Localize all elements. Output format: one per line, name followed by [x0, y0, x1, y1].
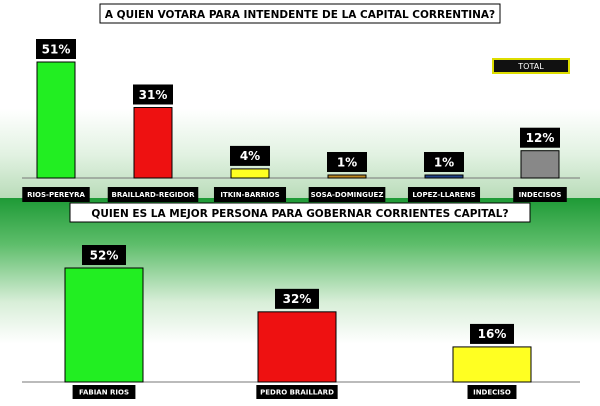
top-bar-rios-pereyra [36, 61, 76, 179]
bottom-chart-title: QUIEN ES LA MEJOR PERSONA PARA GOBERNAR … [91, 208, 508, 220]
top-chart-marks: 51% RIOS-PEREYRA 31% BRAILLARD-REGIDOR 4% ITK… [22, 39, 567, 202]
top-value-label-rios-pereyra: 51% [42, 42, 71, 56]
bottom-value-box-indeciso [470, 323, 514, 344]
bottom-category-label-pedro-braillard: PEDRO BRAILLARD [260, 389, 334, 397]
top-value-box-sosa-dominguez [327, 152, 367, 172]
legend-box [492, 58, 570, 74]
bottom-value-label-fabian-rios: 52% [90, 248, 119, 262]
top-category-box-sosa-dominguez [308, 187, 386, 202]
top-category-box-braillard-regidor [107, 187, 199, 202]
top-category-box-rios-pereyra [22, 187, 90, 202]
legend-label: TOTAL [517, 62, 544, 71]
top-value-box-rios-pereyra [36, 39, 76, 59]
bottom-category-box-indeciso [467, 385, 517, 399]
top-bar-sosa-dominguez [327, 174, 367, 179]
top-bar-braillard-regidor [133, 106, 173, 179]
top-category-box-lopez-llarens [407, 187, 481, 202]
top-value-box-braillard-regidor [133, 84, 173, 105]
top-value-label-indecisos: 12% [526, 131, 555, 145]
bottom-category-label-fabian-rios: FABIAN RIOS [79, 389, 129, 397]
top-value-box-itkin-barrios [230, 145, 270, 166]
top-category-label-rios-pereyra: RIOS-PEREYRA [27, 191, 85, 199]
top-category-box-indecisos [513, 187, 567, 202]
top-panel-background [0, 0, 600, 198]
bottom-value-label-pedro-braillard: 32% [283, 292, 312, 306]
top-value-label-itkin-barrios: 4% [240, 149, 260, 163]
top-title-box [99, 3, 501, 24]
bottom-bar-pedro-braillard [257, 311, 337, 383]
bottom-bar-fabian-rios [64, 267, 144, 383]
bottom-value-label-indeciso: 16% [478, 327, 507, 341]
bottom-title-box [69, 202, 531, 223]
top-category-label-lopez-llarens: LOPEZ-LLARENS [412, 191, 475, 199]
bottom-chart-marks: 52% FABIAN RIOS 32% PEDRO BRAILLARD 16% INDEC… [64, 245, 532, 399]
top-value-box-lopez-llarens [424, 152, 464, 172]
top-value-label-sosa-dominguez: 1% [337, 155, 357, 169]
top-value-box-indecisos [520, 127, 560, 148]
top-bar-itkin-barrios [230, 168, 270, 179]
top-bar-indecisos [520, 150, 560, 179]
bottom-category-label-indeciso: INDECISO [473, 389, 511, 397]
top-category-label-sosa-dominguez: SOSA-DOMINGUEZ [311, 191, 384, 199]
bottom-category-box-fabian-rios [72, 385, 136, 399]
bottom-value-box-fabian-rios [82, 245, 126, 265]
top-category-box-itkin-barrios [213, 187, 287, 202]
top-bar-lopez-llarens [424, 174, 464, 179]
bottom-bar-indeciso [452, 346, 532, 383]
bottom-category-box-pedro-braillard [256, 385, 338, 399]
top-value-label-braillard-regidor: 31% [139, 88, 168, 102]
top-category-label-braillard-regidor: BRAILLARD-REGIDOR [112, 191, 196, 199]
bottom-value-box-pedro-braillard [275, 288, 319, 309]
top-category-label-itkin-barrios: ITKIN-BARRIOS [220, 191, 279, 199]
top-chart-title: A QUIEN VOTARA PARA INTENDENTE DE LA CAP… [105, 9, 495, 21]
top-category-label-indecisos: INDECISOS [519, 191, 562, 199]
top-value-label-lopez-llarens: 1% [434, 155, 454, 169]
